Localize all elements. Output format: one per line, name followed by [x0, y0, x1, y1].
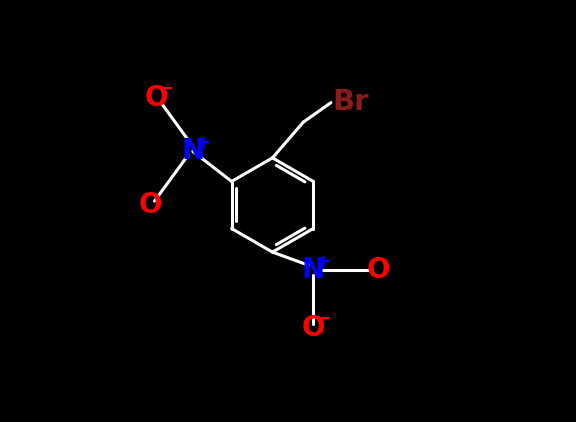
- Text: Br: Br: [332, 88, 369, 116]
- Text: −: −: [315, 309, 332, 328]
- Text: O: O: [366, 256, 390, 284]
- Text: +: +: [195, 134, 210, 152]
- Text: +: +: [315, 253, 330, 271]
- Text: N: N: [301, 256, 325, 284]
- Text: −: −: [158, 78, 175, 97]
- Text: N: N: [181, 138, 204, 165]
- Text: O: O: [145, 84, 168, 112]
- Text: O: O: [301, 314, 325, 343]
- Text: O: O: [139, 191, 162, 219]
